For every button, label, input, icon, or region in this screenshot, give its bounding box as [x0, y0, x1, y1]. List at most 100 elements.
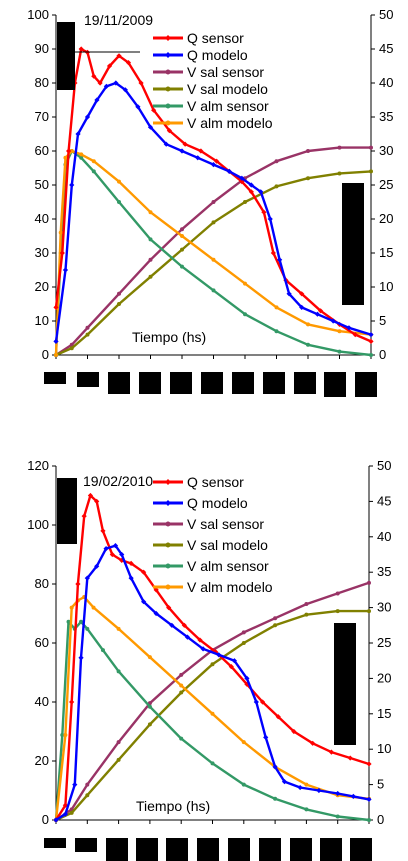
data-point-v-alm-modelo	[116, 626, 121, 631]
data-point-q-modelo	[113, 80, 119, 86]
right-y-tick-label: 5	[379, 313, 386, 328]
chart-1-redacted-x-labels	[44, 372, 377, 397]
chart-2-annotation: Tiempo (hs)	[136, 798, 210, 814]
x-label-redaction	[170, 372, 192, 394]
data-point-q-modelo	[72, 782, 78, 788]
data-point-v-alm-modelo	[79, 152, 84, 157]
data-point-q-sensor	[109, 551, 115, 558]
data-point-q-modelo	[122, 87, 128, 93]
series-line-q-sensor	[54, 494, 370, 821]
data-point-v-sal-modelo	[85, 332, 90, 337]
data-point-v-alm-sensor	[148, 237, 153, 242]
right-y-tick-label: 40	[379, 75, 393, 90]
data-point-q-modelo	[69, 182, 75, 188]
data-point-q-sensor	[141, 569, 147, 575]
legend-label-v-alm-sensor: V alm sensor	[187, 98, 269, 114]
data-point-v-alm-sensor	[179, 736, 184, 741]
legend-marker-q-sensor	[165, 35, 171, 41]
x-label-redaction	[136, 838, 158, 861]
left-y-tick-label: 60	[35, 635, 49, 650]
legend-marker-v-sal-modelo	[165, 86, 171, 92]
data-point-q-modelo	[163, 141, 169, 147]
data-point-q-sensor	[366, 761, 372, 767]
right-y-tick-label: 0	[379, 347, 386, 362]
data-point-v-sal-modelo	[273, 623, 278, 628]
x-label-redaction	[108, 372, 130, 394]
right-y-tick-label: 45	[377, 493, 391, 508]
data-point-q-modelo	[216, 652, 222, 658]
data-point-q-modelo	[231, 658, 238, 664]
data-point-v-alm-modelo	[210, 711, 215, 716]
right-y-tick-label: 30	[379, 143, 393, 158]
data-point-q-modelo	[141, 599, 147, 605]
legend-marker-v-alm-modelo	[165, 584, 171, 590]
data-point-v-alm-modelo	[63, 155, 68, 160]
series-line-v-sal-modelo	[55, 609, 369, 822]
data-point-q-sensor	[318, 308, 324, 314]
x-label-redaction	[259, 838, 281, 861]
chart-2-axis-ticks: 0 20 40 60 80 100 120 0 5 10 15 20 25 30 35 40 45 50	[27, 458, 391, 827]
data-point-q-modelo	[286, 291, 292, 297]
series-line-v-sal-sensor	[55, 581, 370, 821]
x-label-redaction	[166, 838, 188, 861]
left-y-tick-label: 0	[42, 347, 49, 362]
chart-1: 0 10 20 30 40 50 60 70 80 90 100 0 5 10 15 20 25 30 35 40 45…	[27, 7, 393, 397]
data-point-q-modelo	[366, 796, 372, 802]
legend-marker-v-alm-sensor	[165, 103, 171, 109]
data-point-v-sal-modelo	[241, 641, 246, 645]
data-point-q-sensor	[100, 528, 106, 534]
data-point-q-sensor	[97, 80, 103, 86]
left-y-tick-label: 30	[35, 245, 49, 260]
data-point-v-sal-sensor	[241, 630, 246, 635]
data-point-q-modelo	[239, 175, 245, 181]
legend-marker-q-sensor	[165, 479, 171, 485]
right-y-tick-label: 30	[377, 600, 391, 615]
data-point-v-sal-modelo	[85, 793, 90, 798]
data-point-q-sensor	[181, 622, 187, 628]
data-point-v-alm-sensor	[79, 619, 84, 624]
data-point-v-sal-sensor	[180, 227, 184, 232]
chart-1-plot-area	[56, 15, 371, 355]
data-point-v-sal-sensor	[367, 580, 371, 585]
data-point-q-modelo	[78, 655, 84, 661]
data-point-v-alm-sensor	[367, 818, 371, 822]
data-point-q-sensor	[328, 749, 335, 755]
data-point-v-alm-sensor	[211, 288, 216, 293]
data-point-v-alm-modelo	[243, 281, 247, 286]
data-point-q-sensor	[81, 513, 87, 519]
right-y-tick-label: 25	[377, 635, 391, 650]
legend-label-q-modelo: Q modelo	[187, 495, 248, 511]
legend-label-v-sal-sensor: V sal sensor	[187, 64, 264, 80]
data-point-v-sal-sensor	[273, 616, 278, 621]
data-point-v-alm-modelo	[69, 149, 74, 153]
data-point-v-alm-sensor	[337, 349, 342, 354]
data-point-q-modelo	[179, 148, 185, 154]
legend-label-v-sal-sensor: V sal sensor	[187, 516, 264, 532]
data-point-v-alm-sensor	[210, 761, 215, 766]
data-point-q-modelo	[316, 787, 322, 794]
left-y-tick-label: 100	[27, 517, 49, 532]
chart-2-redacted-x-labels	[44, 838, 372, 861]
data-point-v-alm-modelo	[211, 257, 216, 262]
left-y-tick-label: 10	[35, 313, 49, 328]
data-point-v-sal-modelo	[69, 810, 74, 815]
legend-label-v-sal-modelo: V sal modelo	[187, 537, 268, 553]
data-point-q-modelo	[210, 162, 217, 168]
data-point-q-sensor	[261, 209, 267, 215]
data-point-q-modelo	[195, 155, 201, 161]
data-point-v-alm-modelo	[91, 159, 96, 164]
data-point-q-modelo	[128, 575, 134, 581]
legend-label-q-sensor: Q sensor	[187, 30, 244, 46]
chart-2-redaction-top-left	[57, 478, 77, 544]
data-point-q-modelo	[346, 325, 352, 331]
legend-label-v-alm-modelo: V alm modelo	[187, 115, 273, 131]
data-point-v-sal-modelo	[69, 346, 74, 351]
data-point-q-modelo	[103, 83, 109, 89]
data-point-q-sensor	[78, 46, 84, 52]
data-point-q-modelo	[169, 622, 175, 628]
data-point-q-modelo	[368, 332, 374, 338]
chart-2-annotation-box	[130, 794, 238, 816]
chart-1-series-layer	[53, 46, 374, 357]
chart-1-axis-ticks: 0 10 20 30 40 50 60 70 80 90 100 0 5 10 15 20 25 30 35 40 45…	[27, 7, 393, 362]
right-y-tick-label: 50	[377, 458, 391, 473]
